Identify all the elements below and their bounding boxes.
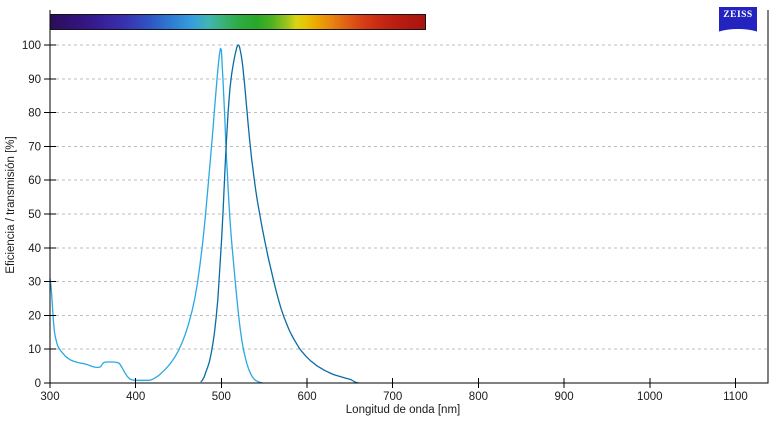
y-tick-label: 90	[28, 74, 41, 86]
zeiss-logo-lens-shape	[719, 29, 757, 36]
y-tick-label: 80	[28, 108, 41, 120]
y-tick-label: 40	[28, 243, 41, 255]
x-tick-label: 800	[469, 391, 488, 403]
excitation-spectrum	[49, 47, 263, 384]
zeiss-logo: ZEISS	[719, 7, 757, 36]
emission-spectrum	[200, 44, 359, 384]
wavelength-spectrum-bar	[50, 14, 426, 30]
x-tick-label: 600	[297, 391, 316, 403]
y-tick-label: 100	[22, 40, 41, 52]
x-tick-label: 1100	[723, 391, 748, 403]
y-tick-label: 0	[35, 378, 41, 390]
axis-frame	[49, 10, 769, 384]
x-tick-label: 300	[40, 391, 59, 403]
x-tick-label: 700	[383, 391, 402, 403]
x-tick-label: 400	[126, 391, 145, 403]
x-tick-label: 1000	[637, 391, 663, 403]
y-tick-label: 60	[28, 175, 41, 187]
y-tick-label: 10	[28, 344, 41, 356]
y-tick-label: 50	[28, 209, 41, 221]
x-axis-title: Longitud de onda [nm]	[345, 404, 461, 416]
y-axis-title: Eficiencia / transmisión [%]	[5, 136, 17, 274]
x-tick-label: 900	[554, 391, 573, 403]
y-tick-label: 30	[28, 277, 41, 289]
zeiss-logo-text: ZEISS	[723, 10, 753, 20]
y-tick-label: 70	[28, 141, 41, 153]
y-tick-label: 20	[28, 310, 41, 322]
x-tick-label: 500	[212, 391, 231, 403]
